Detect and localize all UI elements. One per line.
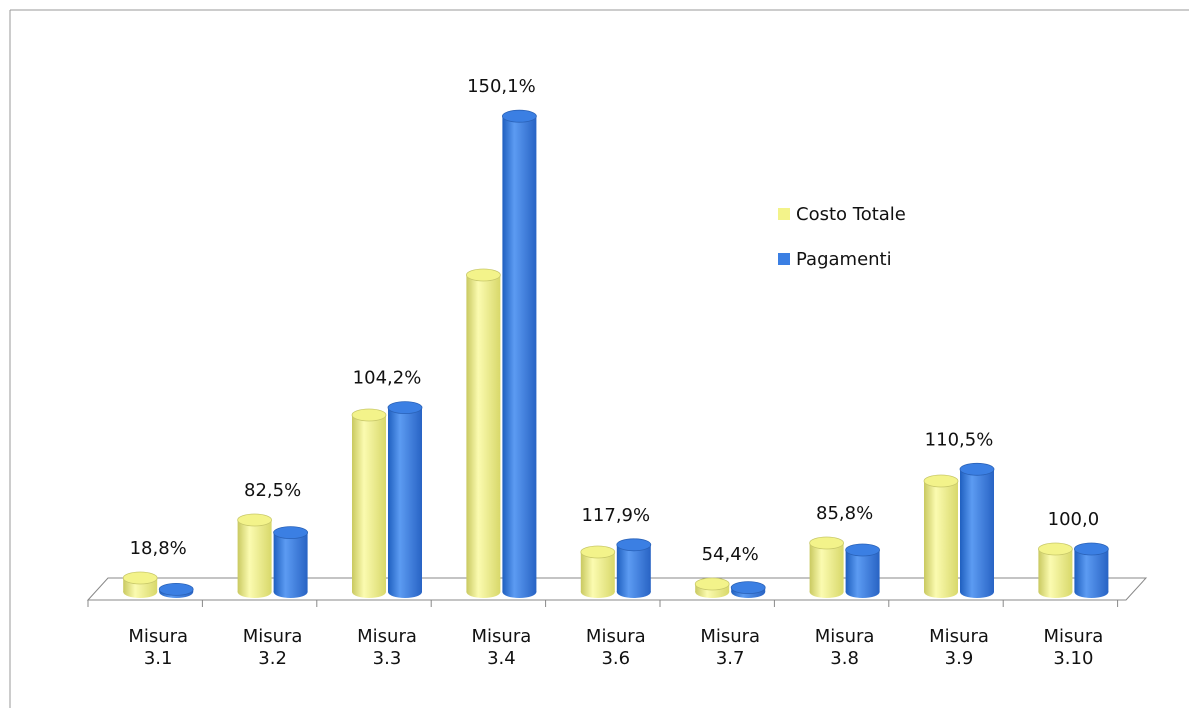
bar [388, 407, 422, 592]
bar [616, 544, 651, 592]
bar-top [158, 583, 194, 596]
bar [502, 116, 537, 592]
bar-top [1038, 542, 1073, 556]
bar-top [923, 474, 959, 488]
data-label: 18,8% [130, 538, 187, 559]
bar-top [387, 401, 423, 415]
bar-top [237, 513, 273, 527]
bar [237, 520, 272, 592]
legend-label: Costo Totale [796, 204, 906, 225]
x-tick-label: Misura 3.1 [128, 626, 189, 669]
bar [352, 415, 386, 592]
data-label: 100,0 [1048, 509, 1100, 530]
bar-top [616, 538, 652, 552]
data-label: 104,2% [353, 368, 422, 389]
x-tick-label: Misura 3.3 [357, 626, 417, 669]
bar-top [1074, 542, 1109, 556]
data-label: 150,1% [467, 76, 536, 97]
legend-label: Pagamenti [796, 249, 892, 270]
bar [960, 469, 994, 592]
data-label: 117,9% [581, 505, 650, 526]
x-tick-label: Misura 3.4 [471, 626, 532, 669]
x-tick-label: Misura 3.8 [814, 626, 875, 669]
legend-swatch [778, 208, 790, 220]
bar-top [351, 408, 387, 422]
bar-top [580, 545, 616, 559]
data-label: 54,4% [702, 544, 759, 565]
bar-top [809, 536, 844, 550]
bar [1074, 549, 1109, 592]
bar-top [959, 462, 995, 476]
bar-top [122, 571, 158, 585]
bar-top [465, 268, 501, 282]
bar-top [502, 109, 537, 123]
bar [1038, 549, 1073, 592]
x-tick-label: Misura 3.2 [242, 626, 303, 669]
bar-top [845, 543, 880, 557]
bar [845, 550, 880, 592]
bar [273, 532, 308, 592]
legend-swatch [778, 253, 790, 265]
data-label: 85,8% [816, 503, 873, 524]
bar-top [694, 577, 730, 591]
x-tick-label: Misura 3.7 [700, 626, 761, 669]
data-label: 82,5% [244, 480, 301, 501]
bar [809, 543, 844, 592]
x-tick-label: Misura 3.6 [585, 626, 646, 669]
bar-top [730, 581, 766, 594]
bar-top [273, 526, 309, 539]
bar [466, 275, 501, 592]
bar [580, 552, 615, 592]
x-tick-label: Misura 3.9 [929, 626, 989, 669]
data-label: 110,5% [925, 429, 994, 450]
bar [924, 481, 958, 592]
x-tick-label: Misura 3.10 [1043, 626, 1104, 669]
